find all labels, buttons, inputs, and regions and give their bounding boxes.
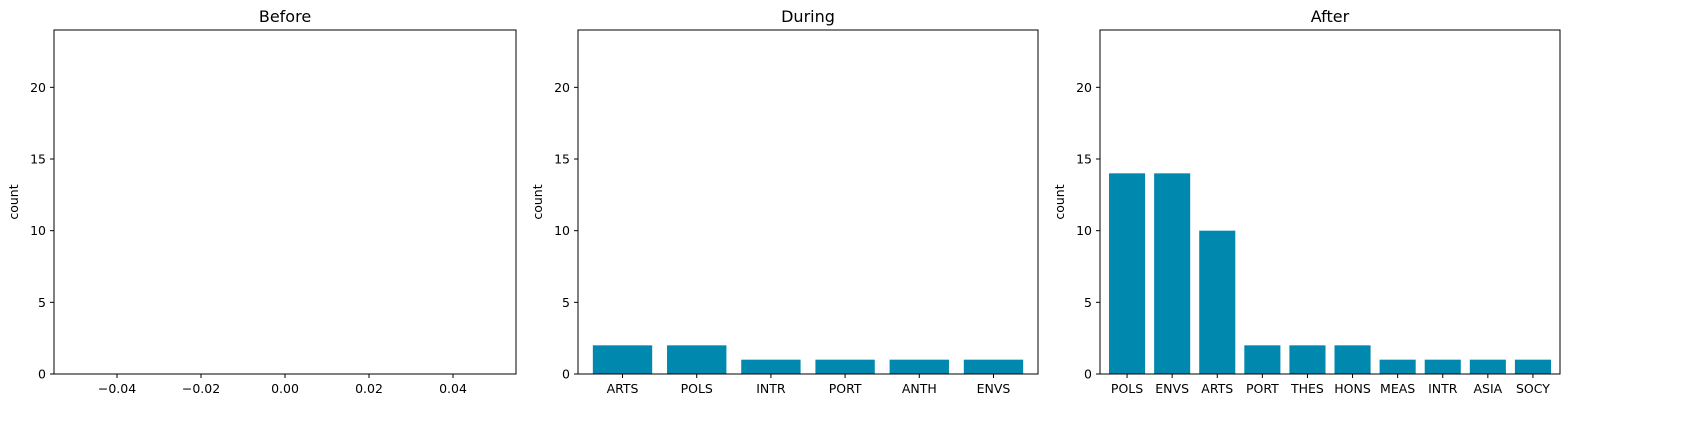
before-panel: Before count −0.04 −0.02 0.00 0.02 0.04 0 5 10 1…	[6, 7, 517, 396]
after-y-axis-label: count	[1052, 184, 1067, 219]
after-x-tick-label: HONS	[1334, 381, 1371, 396]
before-x-tick-label: 0.04	[439, 381, 467, 396]
before-y-tick-label: 0	[38, 367, 46, 382]
after-x-tick-label: MEAS	[1380, 381, 1415, 396]
during-x-tick-label: POLS	[681, 381, 713, 396]
after-axes-frame	[1099, 29, 1561, 375]
before-title: Before	[259, 7, 311, 26]
during-x-tick-label: PORT	[829, 381, 862, 396]
after-y-tick-label: 20	[1076, 80, 1092, 95]
during-y-tick-label: 5	[562, 295, 570, 310]
during-y-tick-label: 15	[554, 152, 570, 167]
after-bar-thes	[1289, 345, 1326, 374]
after-panel: After count POLS ENVS ARTS PORT THES HONS MEAS…	[1052, 7, 1561, 396]
after-bar-port	[1244, 345, 1281, 374]
after-bar-envs	[1154, 173, 1191, 374]
after-x-tick-label: ARTS	[1201, 381, 1233, 396]
during-y-tick-label: 10	[554, 223, 570, 238]
during-y-tick-label: 20	[554, 80, 570, 95]
before-axes-frame	[53, 29, 517, 375]
during-bar-port	[815, 359, 875, 374]
during-x-tick-label: ENVS	[977, 381, 1011, 396]
after-x-tick-label: INTR	[1428, 381, 1458, 396]
during-y-axis-label: count	[530, 184, 545, 219]
before-y-tick-label: 5	[38, 295, 46, 310]
after-bar-intr	[1424, 359, 1461, 374]
during-bar-intr	[741, 359, 801, 374]
after-y-tick-label: 10	[1076, 223, 1092, 238]
before-y-tick-label: 20	[30, 80, 46, 95]
before-x-tick-label: −0.02	[182, 381, 220, 396]
after-x-tick-label: ENVS	[1155, 381, 1189, 396]
after-x-tick-label: PORT	[1246, 381, 1279, 396]
during-bar-envs	[963, 359, 1024, 374]
after-bar-arts	[1199, 230, 1236, 374]
before-x-tick-label: 0.02	[355, 381, 383, 396]
during-axes-frame	[577, 29, 1039, 375]
after-bar-asia	[1469, 359, 1506, 374]
after-y-tick-label: 5	[1084, 295, 1092, 310]
after-y-tick-label: 15	[1076, 152, 1092, 167]
during-panel: During count ARTS POLS INTR PORT ANTH ENVS 0 5 1…	[530, 7, 1039, 396]
after-bar-socy	[1514, 359, 1551, 374]
after-y-tick-label: 0	[1084, 367, 1092, 382]
after-x-tick-label: POLS	[1111, 381, 1143, 396]
during-x-tick-label: ARTS	[607, 381, 639, 396]
during-bar-pols	[667, 345, 727, 374]
after-bar-pols	[1109, 173, 1146, 374]
during-y-tick-label: 0	[562, 367, 570, 382]
during-title: During	[781, 7, 835, 26]
before-y-tick-label: 10	[30, 223, 46, 238]
during-bar-arts	[592, 345, 653, 374]
after-bar-meas	[1379, 359, 1416, 374]
before-y-tick-label: 15	[30, 152, 46, 167]
before-y-axis-label: count	[6, 184, 21, 219]
during-x-tick-label: INTR	[756, 381, 786, 396]
before-x-tick-label: 0.00	[271, 381, 299, 396]
before-x-tick-label: −0.04	[98, 381, 136, 396]
after-x-tick-label: THES	[1290, 381, 1324, 396]
during-x-tick-label: ANTH	[902, 381, 937, 396]
after-bar-hons	[1334, 345, 1371, 374]
after-x-tick-label: ASIA	[1473, 381, 1502, 396]
after-title: After	[1311, 7, 1350, 26]
after-x-tick-label: SOCY	[1516, 381, 1550, 396]
during-bar-anth	[889, 359, 949, 374]
